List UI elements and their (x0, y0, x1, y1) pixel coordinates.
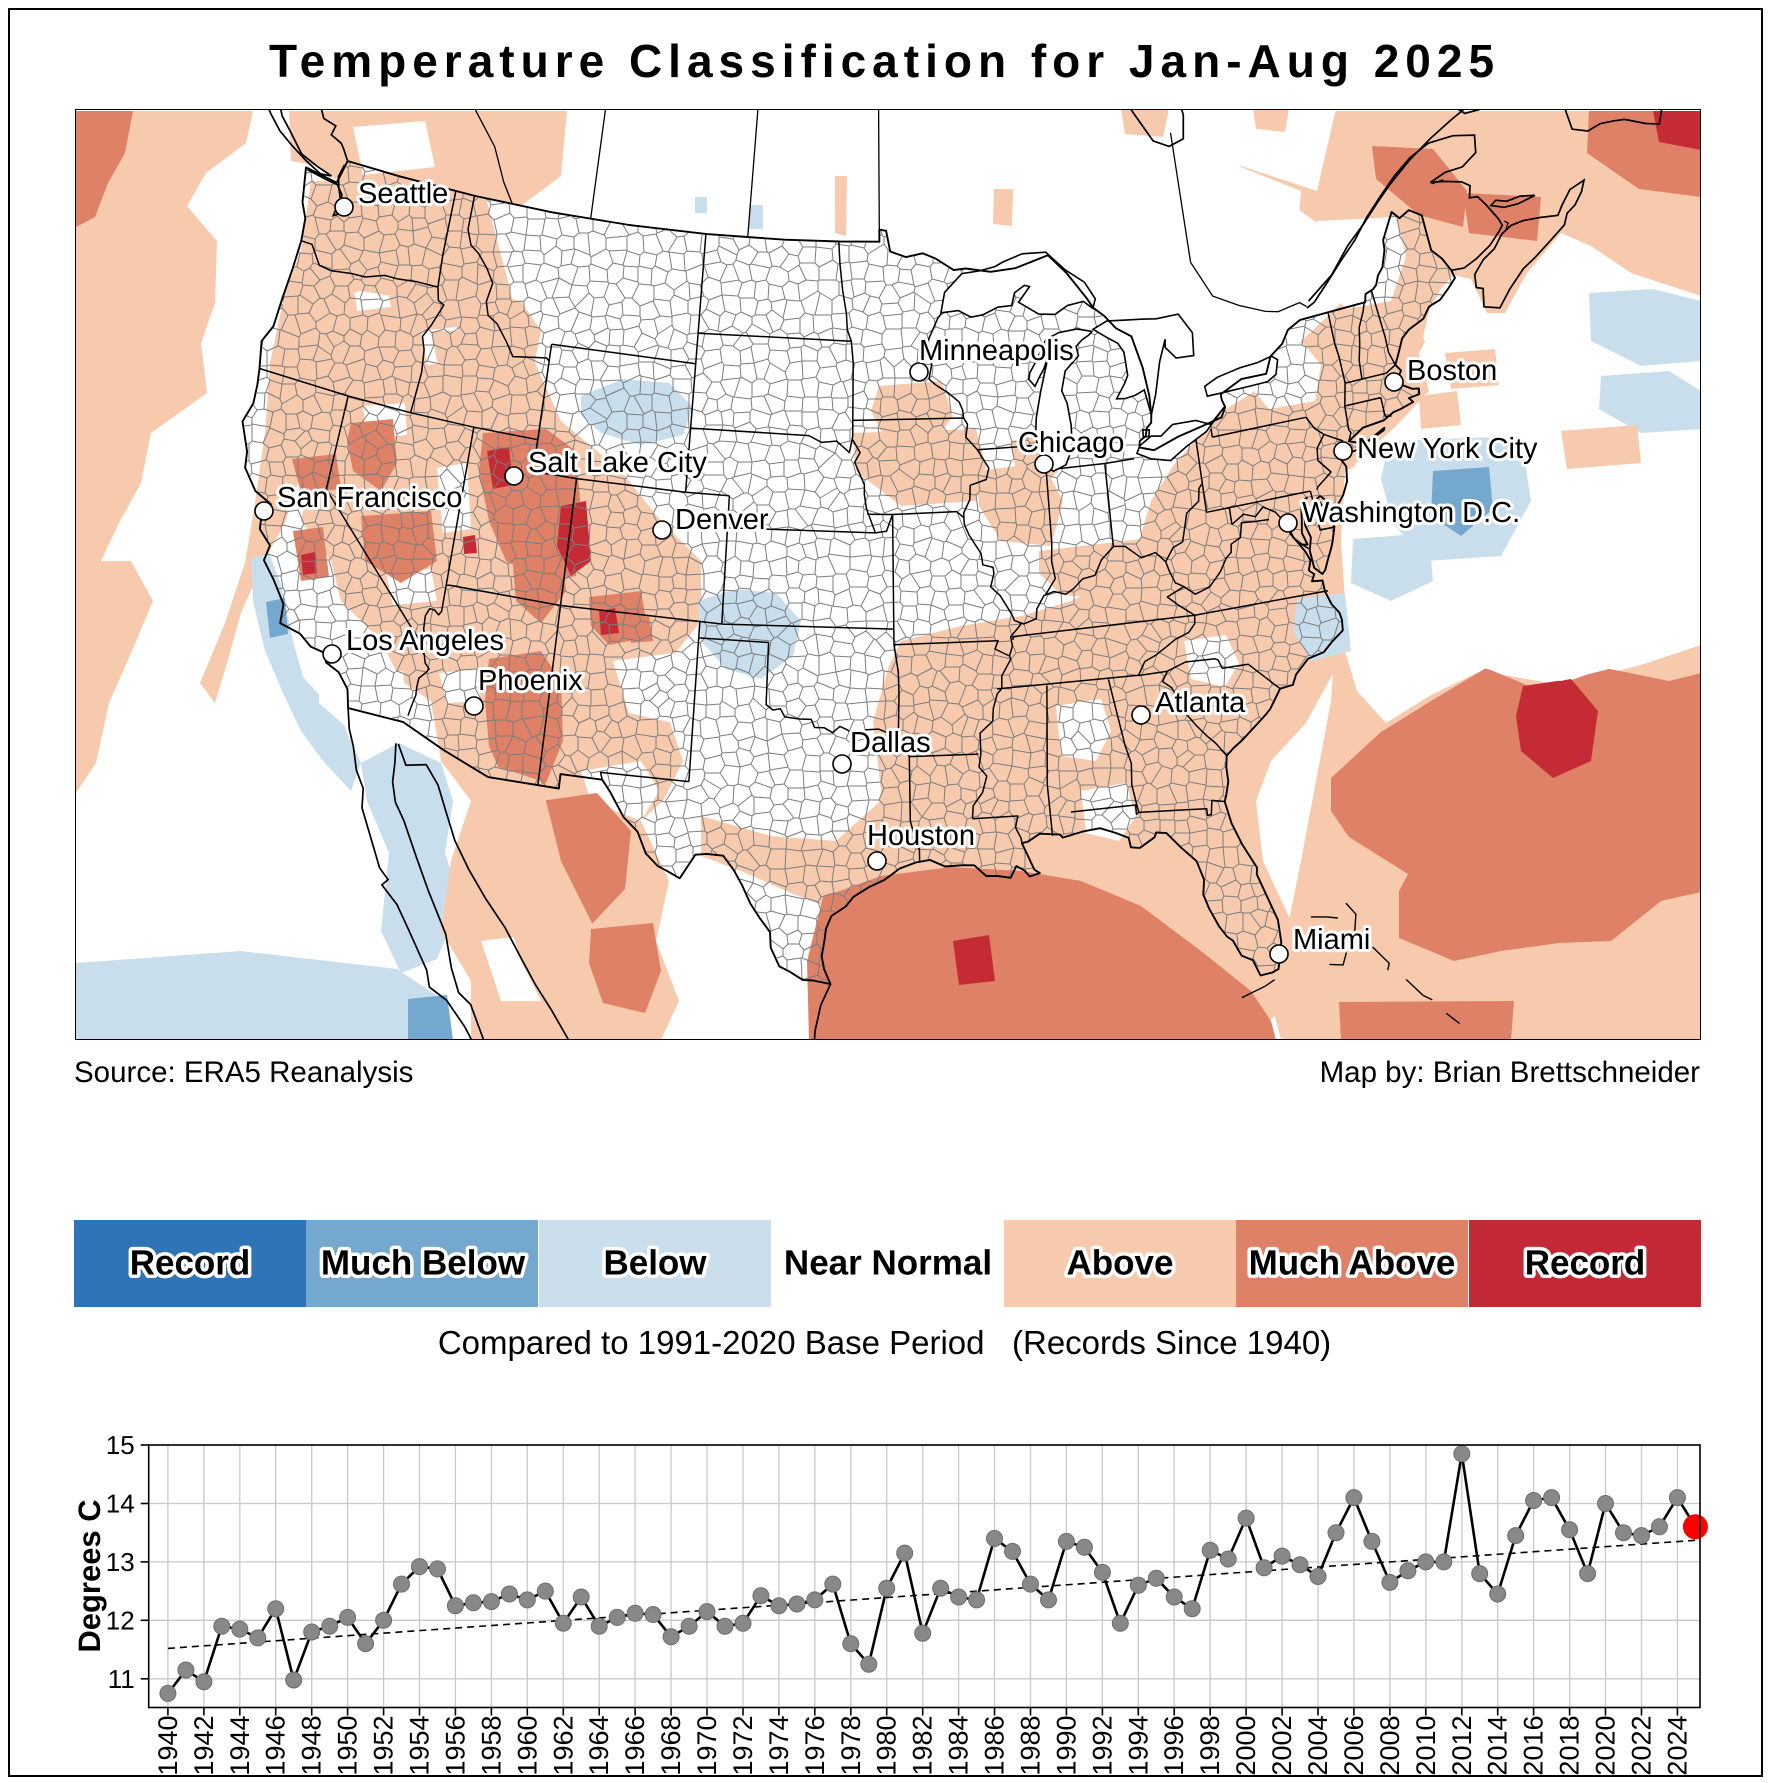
svg-text:Phoenix: Phoenix (478, 665, 583, 697)
svg-text:Houston: Houston (867, 820, 975, 852)
svg-text:Much Above: Much Above (1249, 1244, 1456, 1283)
svg-text:11: 11 (108, 1664, 135, 1694)
svg-text:1956: 1956 (440, 1716, 470, 1776)
svg-text:2010: 2010 (1411, 1716, 1441, 1776)
svg-text:New York City: New York City (1357, 433, 1538, 465)
svg-text:1942: 1942 (189, 1716, 219, 1776)
svg-text:Minneapolis: Minneapolis (919, 335, 1074, 367)
svg-text:1958: 1958 (476, 1716, 506, 1776)
svg-text:Record: Record (1525, 1244, 1646, 1283)
svg-text:2012: 2012 (1447, 1716, 1477, 1776)
svg-text:1976: 1976 (800, 1716, 830, 1776)
svg-text:Miami: Miami (1293, 924, 1370, 956)
svg-text:1972: 1972 (728, 1716, 758, 1776)
svg-text:1970: 1970 (692, 1716, 722, 1776)
svg-text:Near Normal: Near Normal (784, 1244, 992, 1283)
svg-text:1988: 1988 (1016, 1716, 1046, 1776)
svg-text:1980: 1980 (872, 1716, 902, 1776)
svg-text:Seattle: Seattle (358, 178, 448, 210)
svg-text:14: 14 (106, 1489, 135, 1519)
svg-text:15: 15 (106, 1430, 135, 1460)
svg-text:1986: 1986 (980, 1716, 1010, 1776)
svg-text:1996: 1996 (1159, 1716, 1189, 1776)
svg-text:Boston: Boston (1407, 355, 1497, 387)
svg-text:1978: 1978 (836, 1716, 866, 1776)
svg-text:2022: 2022 (1627, 1716, 1657, 1776)
svg-text:2006: 2006 (1339, 1716, 1369, 1776)
svg-text:2016: 2016 (1519, 1716, 1549, 1776)
svg-text:2002: 2002 (1267, 1716, 1297, 1776)
svg-text:Salt Lake City: Salt Lake City (528, 447, 707, 479)
svg-text:Denver: Denver (675, 504, 769, 536)
svg-text:Washington D.C.: Washington D.C. (1302, 497, 1520, 529)
svg-text:Below: Below (603, 1244, 707, 1283)
svg-text:1968: 1968 (656, 1716, 686, 1776)
svg-text:1990: 1990 (1051, 1716, 1081, 1776)
svg-text:1946: 1946 (261, 1716, 291, 1776)
svg-text:2000: 2000 (1231, 1716, 1261, 1776)
svg-text:1950: 1950 (333, 1716, 363, 1776)
svg-text:Los Angeles: Los Angeles (346, 625, 504, 657)
svg-text:12: 12 (106, 1605, 135, 1635)
svg-text:1982: 1982 (908, 1716, 938, 1776)
svg-text:13: 13 (106, 1547, 135, 1577)
svg-text:Atlanta: Atlanta (1155, 687, 1246, 719)
svg-text:1998: 1998 (1195, 1716, 1225, 1776)
svg-text:Above: Above (1067, 1244, 1174, 1283)
svg-text:1944: 1944 (225, 1716, 255, 1776)
svg-text:1984: 1984 (944, 1716, 974, 1776)
svg-text:Much Below: Much Below (321, 1244, 526, 1283)
svg-text:Record: Record (130, 1244, 251, 1283)
svg-text:1966: 1966 (620, 1716, 650, 1776)
svg-text:1994: 1994 (1123, 1716, 1153, 1776)
svg-text:Degrees C: Degrees C (72, 1499, 107, 1652)
svg-text:2018: 2018 (1555, 1716, 1585, 1776)
svg-text:2014: 2014 (1483, 1716, 1513, 1776)
svg-text:1992: 1992 (1087, 1716, 1117, 1776)
svg-text:2020: 2020 (1591, 1716, 1621, 1776)
svg-text:2024: 2024 (1662, 1716, 1692, 1776)
svg-text:2008: 2008 (1375, 1716, 1405, 1776)
svg-text:Chicago: Chicago (1018, 427, 1124, 459)
svg-text:1948: 1948 (297, 1716, 327, 1776)
svg-text:1962: 1962 (548, 1716, 578, 1776)
svg-text:1952: 1952 (369, 1716, 399, 1776)
svg-text:1940: 1940 (153, 1716, 183, 1776)
svg-text:1964: 1964 (584, 1716, 614, 1776)
svg-text:1960: 1960 (512, 1716, 542, 1776)
svg-text:San Francisco: San Francisco (277, 482, 462, 514)
svg-text:1954: 1954 (405, 1716, 435, 1776)
svg-text:2004: 2004 (1303, 1716, 1333, 1776)
svg-text:1974: 1974 (764, 1716, 794, 1776)
svg-text:Dallas: Dallas (850, 727, 931, 759)
